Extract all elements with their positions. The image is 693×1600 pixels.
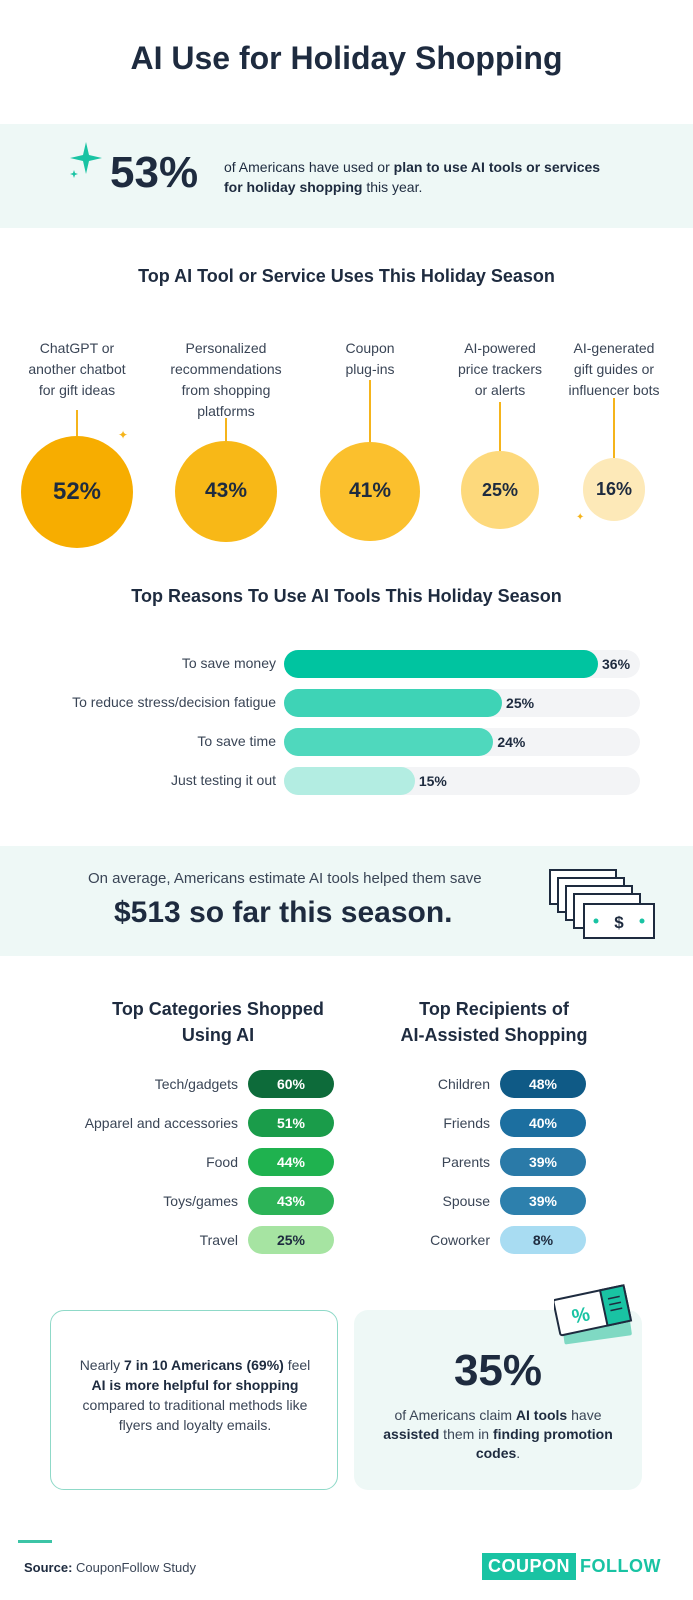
hero-text: of Americans have used or plan to use AI…: [224, 159, 601, 195]
recipients-title: Top Recipients of AI-Assisted Shopping: [400, 999, 588, 1045]
tool-label: AI-powered price trackers or alerts: [435, 338, 565, 401]
category-value-pill: 60%: [248, 1070, 334, 1098]
tool-label-line: Personalized: [185, 340, 267, 356]
promo-stat-card: 35% of Americans claim AI tools have ass…: [354, 1310, 642, 1490]
tool-label: Personalized recommendations from shopping…: [161, 338, 291, 422]
recipient-label: Parents: [441, 1154, 490, 1170]
recipient-value-pill: 39%: [500, 1187, 586, 1215]
tool-label-line: influencer bots: [568, 382, 660, 398]
categories-title: Top Categories Shopped Using AI: [112, 999, 324, 1045]
promo-stat: 35%: [453, 1346, 543, 1395]
savings-banner: On average, Americans estimate AI tools …: [0, 846, 693, 956]
source-note: Source: CouponFollow Study: [24, 1560, 196, 1575]
tool-label-line: AI-generated: [573, 340, 655, 356]
money-stack-icon: $: [549, 869, 655, 939]
recipient-label: Friends: [443, 1115, 490, 1131]
tool-label-line: plug-ins: [345, 361, 395, 377]
reason-bar: [284, 689, 503, 717]
tool-label-line: Coupon: [345, 340, 395, 356]
tool-bubble: 16%: [582, 458, 646, 521]
reason-bar: [284, 728, 494, 756]
savings-caption: On average, Americans estimate AI tools …: [88, 870, 482, 887]
reason-label: To save time: [197, 733, 276, 749]
tool-label-line: AI-powered: [464, 340, 536, 356]
category-value-pill: 43%: [248, 1187, 334, 1215]
reason-value: 36%: [602, 656, 631, 672]
tool-label: AI-generated gift guides or influencer bot…: [549, 338, 679, 401]
reason-bar: [284, 650, 598, 678]
category-value-pill: 44%: [248, 1148, 334, 1176]
savings-amount: $513 so far this season.: [114, 896, 453, 929]
tool-label-line: platforms: [197, 403, 255, 419]
reason-label: To reduce stress/decision fatigue: [72, 694, 276, 710]
tools-title: Top AI Tool or Service Uses This Holiday…: [138, 266, 555, 286]
recipient-value-pill: 39%: [500, 1148, 586, 1176]
tool-label-line: another chatbot: [28, 361, 126, 377]
recipient-value-pill: 8%: [500, 1226, 586, 1254]
promo-stat-text: of Americans claim AI tools have assiste…: [383, 1407, 613, 1461]
category-label: Food: [206, 1154, 238, 1170]
reason-label: Just testing it out: [170, 772, 276, 788]
category-label: Travel: [199, 1232, 238, 1248]
coupon-icon: %: [554, 1284, 633, 1345]
tool-label-line: recommendations: [170, 361, 282, 377]
tool-label-line: ChatGPT or: [39, 340, 115, 356]
helpful-stat-card: Nearly 7 in 10 Americans (69%) feel AI i…: [50, 1310, 338, 1490]
tool-label-line: or alerts: [474, 382, 526, 398]
tool-label: ChatGPT or another chatbot for gift ideas: [12, 338, 142, 401]
tool-stem: [76, 410, 78, 436]
tool-stem: [225, 418, 227, 441]
star-icon: ✦: [576, 512, 585, 523]
tool-bubble: 41%: [320, 441, 420, 542]
category-value-pill: 51%: [248, 1109, 334, 1137]
footer-divider: [18, 1540, 52, 1543]
reasons-title: Top Reasons To Use AI Tools This Holiday…: [131, 586, 562, 606]
reason-value: 24%: [497, 734, 526, 750]
tool-label-line: from shopping: [181, 382, 271, 398]
tool-bubble: 25%: [461, 451, 539, 530]
category-value-pill: 25%: [248, 1226, 334, 1254]
reason-value: 15%: [418, 773, 447, 789]
star-icon: ✦: [118, 428, 129, 442]
recipient-value-pill: 48%: [500, 1070, 586, 1098]
recipient-label: Coworker: [430, 1232, 490, 1248]
category-label: Toys/games: [163, 1193, 238, 1209]
tool-label-line: price trackers: [457, 361, 543, 377]
page-title: AI Use for Holiday Shopping: [130, 40, 563, 76]
recipient-label: Children: [437, 1076, 490, 1092]
tool-label: Coupon plug-ins: [305, 338, 435, 380]
brand-logo[interactable]: COUPON FOLLOW: [482, 1553, 661, 1580]
category-label: Apparel and accessories: [84, 1115, 238, 1131]
reason-value: 25%: [506, 695, 535, 711]
tool-bubble: 43%: [175, 440, 277, 543]
tool-stem: [613, 398, 615, 459]
tool-stem: [369, 380, 371, 442]
svg-text:$: $: [614, 913, 624, 932]
tool-label-line: gift guides or: [573, 361, 655, 377]
recipient-label: Spouse: [442, 1193, 490, 1209]
category-label: Tech/gadgets: [154, 1076, 238, 1092]
tool-bubble: 52%: [21, 436, 133, 548]
sparkle-icon: [70, 142, 102, 178]
svg-text:%: %: [570, 1303, 592, 1328]
reason-label: To save money: [181, 655, 276, 671]
helpful-stat-text: Nearly 7 in 10 Americans (69%) feel AI i…: [79, 1357, 311, 1433]
hero-banner: 53% of Americans have used or plan to us…: [0, 124, 693, 228]
hero-stat: 53%: [110, 148, 199, 197]
tool-label-line: for gift ideas: [38, 382, 116, 398]
recipient-value-pill: 40%: [500, 1109, 586, 1137]
reason-bar: [284, 767, 415, 795]
tool-stem: [499, 402, 501, 452]
